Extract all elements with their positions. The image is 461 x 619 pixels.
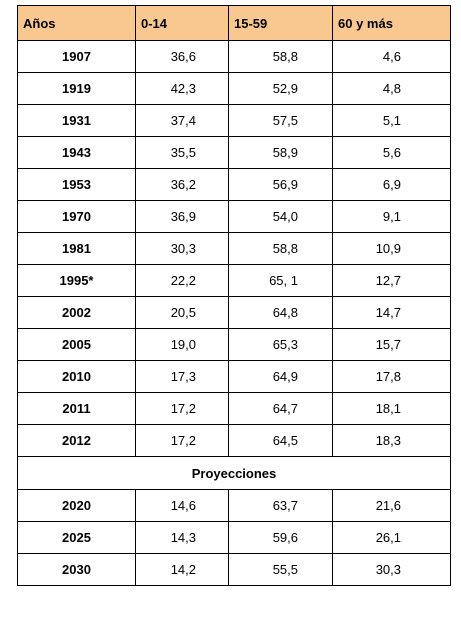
projection-row: 2020 14,6 63,7 21,6 xyxy=(17,489,451,522)
table-row: 2012 17,2 64,5 18,3 xyxy=(17,424,451,457)
cell-15-59: 64,8 xyxy=(228,296,333,329)
cell-year: 2030 xyxy=(17,553,136,586)
table-row: 2005 19,0 65,3 15,7 xyxy=(17,328,451,361)
header-0-14: 0-14 xyxy=(135,5,229,41)
cell-year: 2002 xyxy=(17,296,136,329)
cell-year: 2020 xyxy=(17,489,136,522)
cell-0-14: 36,9 xyxy=(135,200,229,233)
cell-60-plus: 4,6 xyxy=(332,40,451,73)
cell-0-14: 36,6 xyxy=(135,40,229,73)
header-60-plus: 60 y más xyxy=(332,5,451,41)
table-row: 2011 17,2 64,7 18,1 xyxy=(17,392,451,425)
cell-60-plus: 26,1 xyxy=(332,521,451,554)
population-age-table: Años 0-14 15-59 60 y más 1907 36,6 58,8 4,6… xyxy=(17,5,451,586)
table-row: 1943 35,5 58,9 5,6 xyxy=(17,136,451,169)
cell-0-14: 14,6 xyxy=(135,489,229,522)
cell-15-59: 52,9 xyxy=(228,72,333,105)
cell-60-plus: 5,1 xyxy=(332,104,451,137)
cell-year: 1919 xyxy=(17,72,136,105)
cell-year: 1943 xyxy=(17,136,136,169)
cell-0-14: 36,2 xyxy=(135,168,229,201)
cell-15-59: 64,7 xyxy=(228,392,333,425)
cell-0-14: 20,5 xyxy=(135,296,229,329)
cell-60-plus: 4,8 xyxy=(332,72,451,105)
cell-15-59: 64,9 xyxy=(228,360,333,393)
header-years: Años xyxy=(17,5,136,41)
cell-60-plus: 18,3 xyxy=(332,424,451,457)
cell-60-plus: 30,3 xyxy=(332,553,451,586)
cell-year: 1981 xyxy=(17,232,136,265)
table-row: 1931 37,4 57,5 5,1 xyxy=(17,104,451,137)
table-row: 1995* 22,2 65, 1 12,7 xyxy=(17,264,451,297)
section-label: Proyecciones xyxy=(17,456,451,490)
table-row: 2002 20,5 64,8 14,7 xyxy=(17,296,451,329)
cell-15-59: 55,5 xyxy=(228,553,333,586)
cell-year: 1953 xyxy=(17,168,136,201)
cell-15-59: 57,5 xyxy=(228,104,333,137)
cell-year: 1995* xyxy=(17,264,136,297)
cell-0-14: 17,2 xyxy=(135,392,229,425)
table-body-historical: 1907 36,6 58,8 4,6 1919 42,3 52,9 4,8 1931 37,4 57… xyxy=(17,40,451,457)
table-row: 2010 17,3 64,9 17,8 xyxy=(17,360,451,393)
cell-year: 1970 xyxy=(17,200,136,233)
cell-60-plus: 12,7 xyxy=(332,264,451,297)
table-row: 1907 36,6 58,8 4,6 xyxy=(17,40,451,73)
cell-0-14: 19,0 xyxy=(135,328,229,361)
header-15-59: 15-59 xyxy=(228,5,333,41)
cell-60-plus: 6,9 xyxy=(332,168,451,201)
cell-0-14: 30,3 xyxy=(135,232,229,265)
cell-60-plus: 15,7 xyxy=(332,328,451,361)
cell-0-14: 22,2 xyxy=(135,264,229,297)
table-row: 1919 42,3 52,9 4,8 xyxy=(17,72,451,105)
cell-60-plus: 14,7 xyxy=(332,296,451,329)
cell-15-59: 56,9 xyxy=(228,168,333,201)
cell-year: 2012 xyxy=(17,424,136,457)
cell-year: 1931 xyxy=(17,104,136,137)
table-row: 1981 30,3 58,8 10,9 xyxy=(17,232,451,265)
cell-15-59: 58,9 xyxy=(228,136,333,169)
cell-0-14: 14,3 xyxy=(135,521,229,554)
cell-0-14: 14,2 xyxy=(135,553,229,586)
cell-year: 2010 xyxy=(17,360,136,393)
cell-year: 2005 xyxy=(17,328,136,361)
cell-60-plus: 5,6 xyxy=(332,136,451,169)
cell-0-14: 37,4 xyxy=(135,104,229,137)
cell-15-59: 54,0 xyxy=(228,200,333,233)
cell-15-59: 59,6 xyxy=(228,521,333,554)
cell-0-14: 17,2 xyxy=(135,424,229,457)
cell-15-59: 65,3 xyxy=(228,328,333,361)
cell-60-plus: 9,1 xyxy=(332,200,451,233)
cell-0-14: 42,3 xyxy=(135,72,229,105)
projection-row: 2025 14,3 59,6 26,1 xyxy=(17,521,451,554)
cell-60-plus: 21,6 xyxy=(332,489,451,522)
cell-year: 1907 xyxy=(17,40,136,73)
table-body-projections: 2020 14,6 63,7 21,6 2025 14,3 59,6 26,1 2030 14,2… xyxy=(17,489,451,586)
cell-year: 2011 xyxy=(17,392,136,425)
cell-0-14: 17,3 xyxy=(135,360,229,393)
cell-15-59: 58,8 xyxy=(228,232,333,265)
section-row: Proyecciones xyxy=(17,456,451,490)
cell-15-59: 65, 1 xyxy=(228,264,333,297)
cell-60-plus: 18,1 xyxy=(332,392,451,425)
table-row: 1953 36,2 56,9 6,9 xyxy=(17,168,451,201)
cell-15-59: 63,7 xyxy=(228,489,333,522)
table-body-section: Proyecciones xyxy=(17,456,451,490)
projection-row: 2030 14,2 55,5 30,3 xyxy=(17,553,451,586)
cell-15-59: 64,5 xyxy=(228,424,333,457)
cell-15-59: 58,8 xyxy=(228,40,333,73)
table-row: 1970 36,9 54,0 9,1 xyxy=(17,200,451,233)
cell-60-plus: 10,9 xyxy=(332,232,451,265)
table-header-row: Años 0-14 15-59 60 y más xyxy=(17,5,451,41)
cell-0-14: 35,5 xyxy=(135,136,229,169)
cell-60-plus: 17,8 xyxy=(332,360,451,393)
cell-year: 2025 xyxy=(17,521,136,554)
